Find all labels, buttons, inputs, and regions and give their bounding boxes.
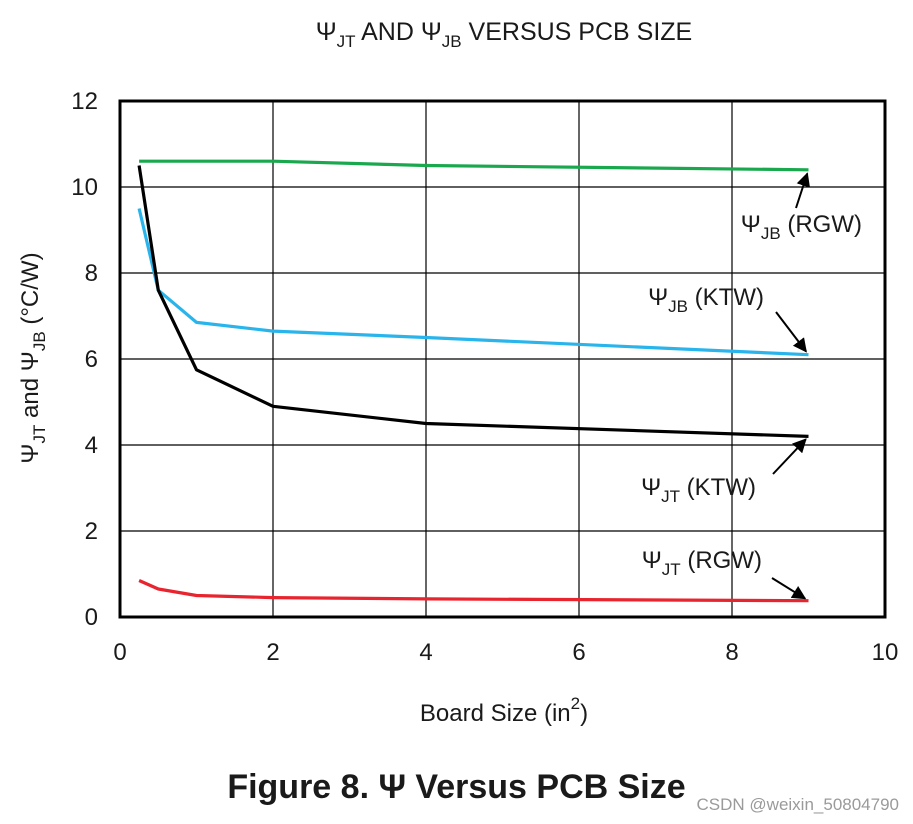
y-label-sub-2: JB	[30, 331, 49, 351]
title-psi-2: Ψ	[421, 18, 442, 46]
annotation-sym: Ψ	[641, 474, 661, 501]
annotation-text: (RGW)	[781, 211, 862, 238]
x-tick-label: 4	[419, 639, 432, 666]
series-line-0	[139, 159, 809, 172]
annotation-arrow-0	[795, 172, 810, 209]
y-label-mid: and	[17, 371, 44, 424]
x-tick-label: 10	[872, 639, 899, 666]
x-tick-label: 0	[113, 639, 126, 666]
title-sub-1: JT	[337, 32, 356, 51]
tick-labels: 0 2 4 6 8 10 0 2 4 6 8 10 12	[71, 88, 898, 666]
annotation-psijb-rgw: ΨJB (RGW)	[741, 211, 862, 243]
annotation-text: (KTW)	[680, 474, 756, 501]
x-axis-label-main: Board Size (in	[420, 700, 571, 727]
y-label-psi-1: Ψ	[17, 444, 44, 464]
title-rest: VERSUS PCB SIZE	[462, 18, 693, 46]
annotation-arrow-2	[772, 438, 807, 475]
annotation-sub: JT	[661, 487, 680, 506]
annotation-sub: JB	[761, 224, 781, 243]
annotation-sub: JB	[668, 297, 688, 316]
annotation-arrow-1	[775, 311, 807, 353]
x-axis-label-close: )	[580, 700, 588, 727]
annotation-text: (KTW)	[688, 284, 764, 311]
x-tick-label: 2	[266, 639, 279, 666]
annotation-text: (RGW)	[681, 547, 762, 574]
annotation-psijt-rgw: ΨJT (RGW)	[642, 547, 762, 579]
series-line-1	[137, 208, 809, 357]
series-line-3	[138, 579, 809, 603]
annotation-psijb-ktw: ΨJB (KTW)	[648, 284, 764, 316]
chart-title: ΨJT AND ΨJB VERSUS PCB SIZE	[316, 18, 692, 51]
y-tick-label: 12	[71, 88, 98, 115]
annotation-sub: JT	[662, 560, 681, 579]
y-tick-label: 10	[71, 174, 98, 201]
title-mid: AND	[356, 18, 421, 46]
y-label-rest: (°C/W)	[17, 252, 44, 331]
y-label-sub-1: JT	[30, 425, 49, 444]
y-label-psi-2: Ψ	[17, 351, 44, 371]
plot-frame	[118, 99, 887, 619]
thermal-chart: ΨJT AND ΨJB VERSUS PCB SIZE 0 2 4 6 8 1002468…	[17, 18, 898, 727]
y-tick-label: 2	[85, 518, 98, 545]
figure-caption: Figure 8. Ψ Versus PCB Size	[227, 768, 686, 806]
y-tick-label: 8	[85, 260, 98, 287]
grid	[119, 100, 886, 618]
y-axis-label: ΨJT and ΨJB (°C/W)	[17, 252, 49, 463]
y-tick-label: 6	[85, 346, 98, 373]
annotation-arrows	[771, 172, 810, 600]
annotation-arrow-3	[771, 577, 807, 600]
annotation-psijt-ktw: ΨJT (KTW)	[641, 474, 756, 506]
title-psi-1: Ψ	[316, 18, 337, 46]
series-lines	[137, 159, 809, 603]
annotation-sym: Ψ	[642, 547, 662, 574]
watermark: CSDN @weixin_50804790	[696, 795, 899, 814]
annotation-sym: Ψ	[741, 211, 761, 238]
series-line-2	[137, 165, 809, 438]
x-axis-label-sup: 2	[571, 694, 580, 713]
x-axis-label: Board Size (in2)	[420, 694, 588, 727]
x-tick-label: 6	[572, 639, 585, 666]
title-sub-2: JB	[442, 32, 462, 51]
y-tick-label: 0	[85, 604, 98, 631]
y-tick-label: 4	[85, 432, 98, 459]
annotation-sym: Ψ	[648, 284, 668, 311]
x-tick-label: 8	[725, 639, 738, 666]
